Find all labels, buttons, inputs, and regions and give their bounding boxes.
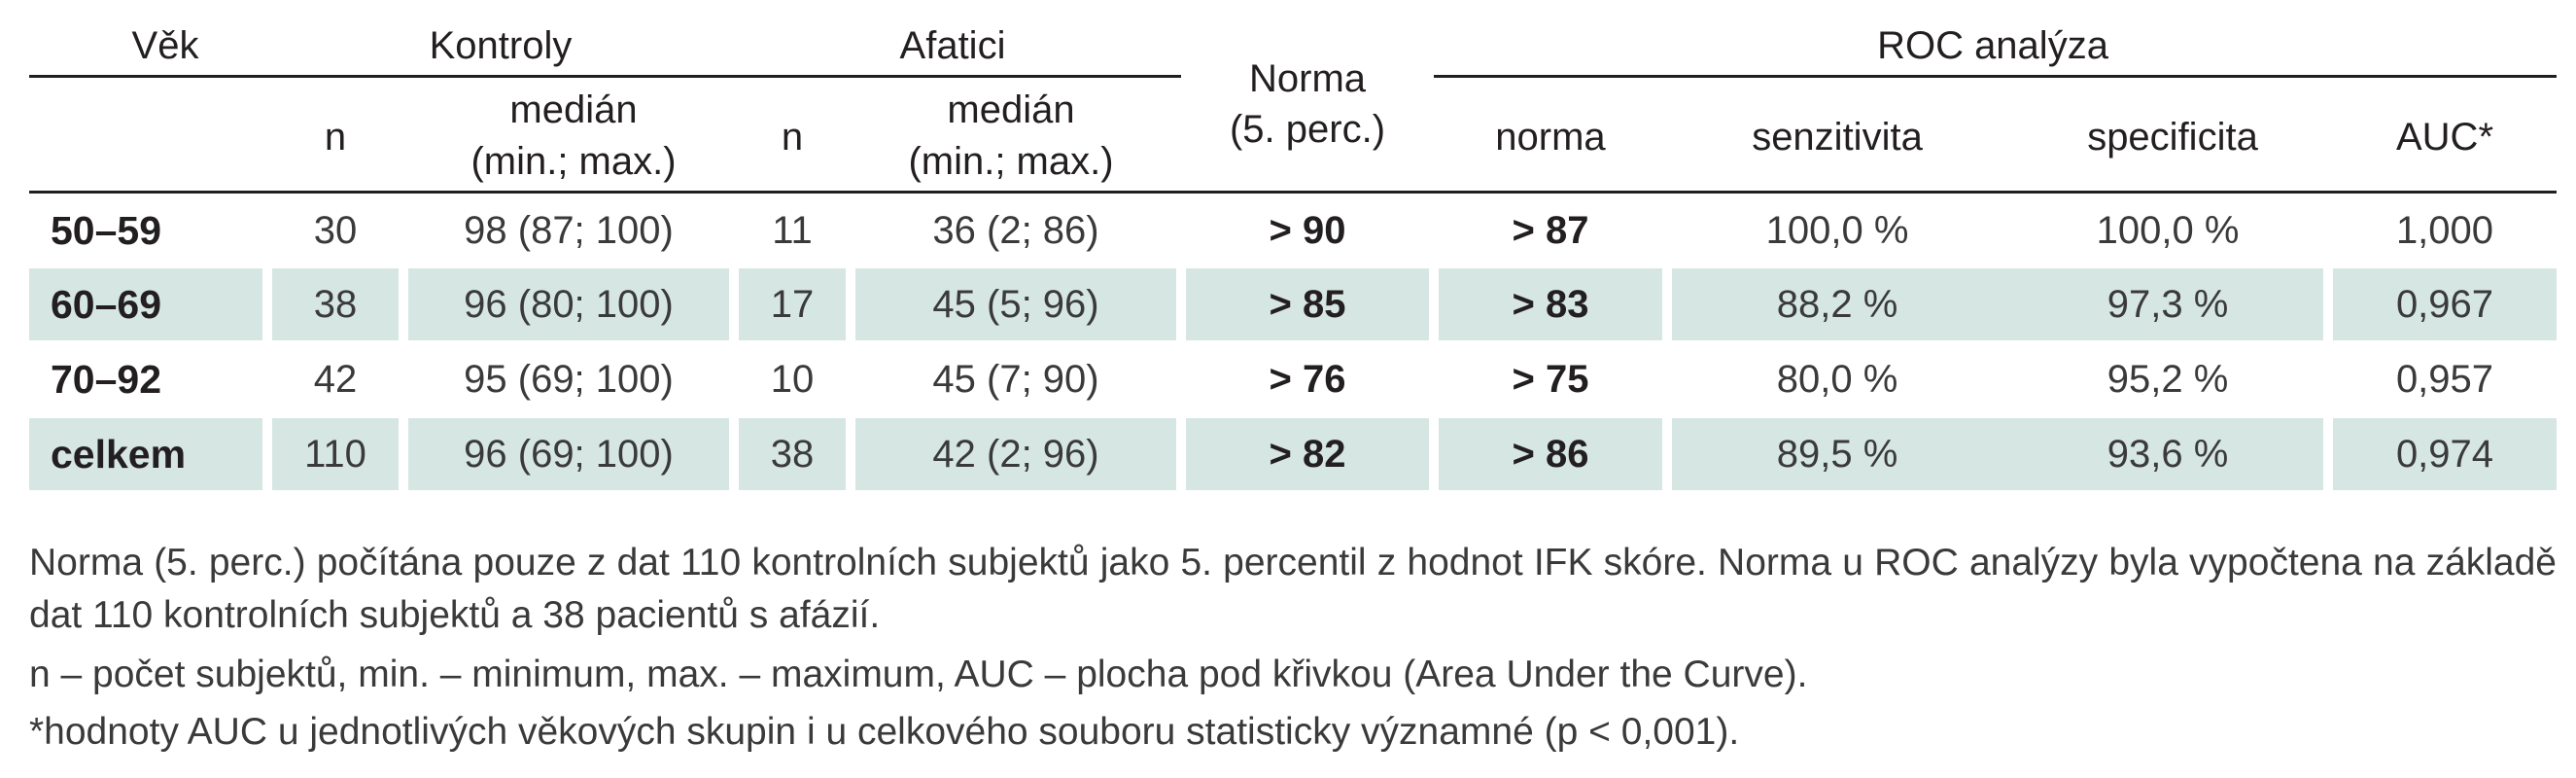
table-row-4-specificity: 93,6 %: [2106, 433, 2229, 476]
table-row-3-age: 70–92: [51, 357, 162, 402]
table-row-1-n-aphasics: 11: [772, 209, 813, 252]
header-n-controls: n: [324, 116, 347, 159]
row-4-shade-norm: [1186, 418, 1429, 490]
header-rule-right: [1434, 75, 2557, 78]
table-row-3-roc-norm: > 75: [1512, 358, 1589, 401]
table-row-3-n-aphasics: 10: [770, 358, 815, 401]
row-2-shade-norm: [1186, 268, 1429, 340]
table-row-1-n-controls: 30: [313, 209, 358, 252]
row-2-shade-rocnorm: [1439, 268, 1662, 340]
table-row-3-auc: 0,957: [2395, 358, 2494, 401]
table-row-1-median-aphasics: 36 (2; 86): [932, 209, 1099, 252]
table-row-2-sensitivity: 88,2 %: [1776, 283, 1898, 326]
footnote-auc-significance: *hodnoty AUC u jednotlivých věkových sku…: [29, 711, 1740, 753]
header-norm-line1: Norma: [1248, 57, 1367, 100]
table-row-4-age: celkem: [51, 432, 187, 477]
row-4-shade-age: [29, 418, 262, 490]
table-row-4-norm: > 82: [1269, 433, 1346, 476]
table-row-1-norm: > 90: [1269, 209, 1346, 252]
header-median-aphasics-line2: (min.; max.): [908, 140, 1114, 183]
header-norm-line2: (5. perc.): [1229, 108, 1386, 151]
table-row-4-sensitivity: 89,5 %: [1776, 433, 1898, 476]
table-row-2-n-aphasics: 17: [770, 283, 815, 326]
row-4-shade-na: [739, 418, 846, 490]
table-row-1-specificity: 100,0 %: [2096, 209, 2240, 252]
header-roc-norm: norma: [1495, 116, 1606, 159]
row-4-shade-medc: [408, 418, 729, 490]
row-2-shade-sens: [1672, 268, 2323, 340]
header-roc: ROC analýza: [1877, 24, 2108, 67]
row-2-shade-nc: [272, 268, 399, 340]
header-auc: AUC*: [2395, 116, 2494, 159]
table-row-1-age: 50–59: [51, 208, 162, 253]
header-median-aphasics-line1: medián: [947, 88, 1075, 131]
table-row-2-n-controls: 38: [313, 283, 358, 326]
row-4-shade-meda: [855, 418, 1176, 490]
table-row-1-sensitivity: 100,0 %: [1765, 209, 1909, 252]
row-2-shade-na: [739, 268, 846, 340]
table-row-4-n-controls: 110: [304, 433, 366, 476]
row-2-shade-meda: [855, 268, 1176, 340]
row-2-shade-auc: [2333, 268, 2557, 340]
footnote-abbreviations: n – počet subjektů, min. – minimum, max.…: [29, 654, 1808, 695]
table-row-2-age: 60–69: [51, 282, 162, 327]
header-n-aphasics: n: [781, 116, 804, 159]
row-4-shade-nc: [272, 418, 399, 490]
table-row-3-norm: > 76: [1269, 358, 1346, 401]
row-4-shade-rocnorm: [1439, 418, 1662, 490]
header-bottom-rule: [29, 191, 2557, 194]
table-row-4-median-aphasics: 42 (2; 96): [932, 433, 1099, 476]
table-row-2-roc-norm: > 83: [1512, 283, 1589, 326]
row-2-shade-medc: [408, 268, 729, 340]
header-specificity: specificita: [2087, 116, 2258, 159]
table-row-3-n-controls: 42: [313, 358, 358, 401]
row-4-shade-auc: [2333, 418, 2557, 490]
table-row-3-specificity: 95,2 %: [2106, 358, 2229, 401]
header-median-controls-line2: (min.; max.): [470, 140, 677, 183]
table-row-2-specificity: 97,3 %: [2106, 283, 2229, 326]
row-2-shade-age: [29, 268, 262, 340]
header-sensitivity: senzitivita: [1752, 116, 1923, 159]
table-row-1-median-controls: 98 (87; 100): [464, 209, 674, 252]
table-row-1-auc: 1,000: [2395, 209, 2494, 252]
table-row-4-n-aphasics: 38: [770, 433, 815, 476]
header-median-controls-line1: medián: [509, 88, 638, 131]
table-row-4-roc-norm: > 86: [1512, 433, 1589, 476]
table-row-3-median-aphasics: 45 (7; 90): [932, 358, 1099, 401]
row-4-shade-sens: [1672, 418, 2323, 490]
table-row-1-roc-norm: > 87: [1512, 209, 1589, 252]
table-row-2-median-aphasics: 45 (5; 96): [932, 283, 1099, 326]
header-controls: Kontroly: [429, 24, 573, 67]
table-row-2-norm: > 85: [1269, 283, 1346, 326]
table-row-3-median-controls: 95 (69; 100): [464, 358, 674, 401]
table-row-2-auc: 0,967: [2395, 283, 2494, 326]
table-row-3-sensitivity: 80,0 %: [1776, 358, 1898, 401]
header-aphasics: Afatici: [899, 24, 1006, 67]
header-rule-left: [29, 75, 1181, 78]
table-row-4-auc: 0,974: [2395, 433, 2494, 476]
table-row-2-median-controls: 96 (80; 100): [464, 283, 674, 326]
footnote-norm-definition: Norma (5. perc.) počítána pouze z dat 11…: [29, 542, 2557, 636]
header-age: Věk: [131, 24, 199, 67]
table-row-4-median-controls: 96 (69; 100): [464, 433, 674, 476]
